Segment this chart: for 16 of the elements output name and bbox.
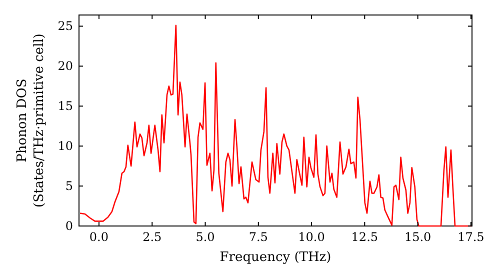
y-tick-label: 10 <box>58 139 73 154</box>
y-tick-label: 20 <box>58 59 73 74</box>
x-tick-label: 7.5 <box>248 230 268 244</box>
x-tick-label: 12.5 <box>351 230 378 244</box>
x-tick-label: 5.0 <box>196 230 215 244</box>
x-tick-label: 15.0 <box>404 230 432 244</box>
y-tick-label: 0 <box>65 219 73 233</box>
x-tick-label: 2.5 <box>142 230 162 244</box>
y-axis-title: Phonon DOS (States/THz·primitive cell) <box>15 33 47 208</box>
y-tick-label: 5 <box>65 179 73 194</box>
x-tick-label: 10.0 <box>298 230 325 244</box>
x-tick-label: 17.5 <box>458 230 484 244</box>
y-tick-label: 25 <box>58 19 73 34</box>
x-tick-label: 0.0 <box>89 230 109 244</box>
x-axis-title: Frequency (THz) <box>220 250 332 265</box>
y-tick-label: 15 <box>58 99 73 114</box>
